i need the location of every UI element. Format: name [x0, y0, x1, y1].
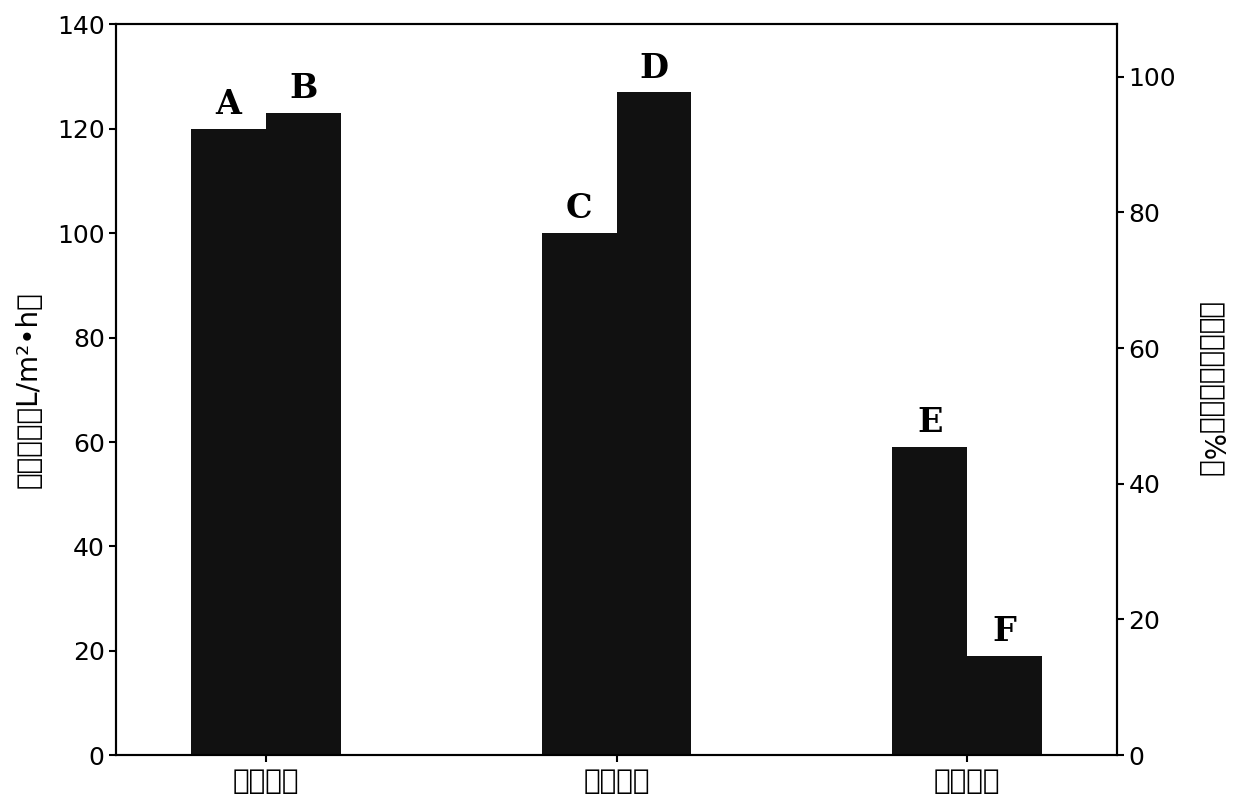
Bar	[542, 233, 616, 755]
Text: B: B	[289, 72, 317, 105]
Text: C: C	[565, 193, 593, 225]
Bar	[267, 113, 341, 755]
Bar	[893, 447, 967, 755]
Text: F: F	[992, 616, 1017, 648]
Y-axis label: 过滤通量（L/m²•h）: 过滤通量（L/m²•h）	[15, 292, 43, 488]
Text: E: E	[918, 407, 942, 440]
Bar	[616, 92, 692, 755]
Text: D: D	[640, 52, 668, 84]
Bar	[191, 129, 267, 755]
Y-axis label: 大肠杆菌灭活率（%）: 大肠杆菌灭活率（%）	[1197, 302, 1225, 478]
Text: A: A	[216, 88, 242, 121]
Bar	[967, 656, 1042, 755]
